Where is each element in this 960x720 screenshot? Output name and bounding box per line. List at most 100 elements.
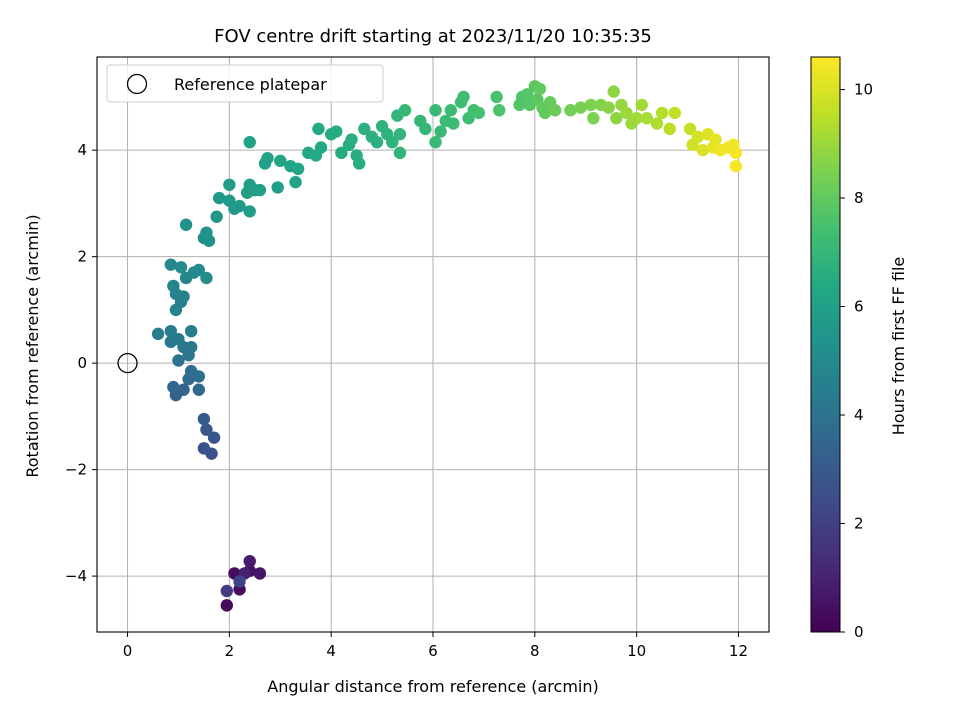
data-point [429,104,442,117]
data-point [184,364,198,378]
data-point [243,178,256,191]
data-point [393,146,407,160]
data-point [696,143,710,157]
data-point [200,271,213,285]
x-tick-label: 8 [530,642,540,660]
data-point [243,205,256,218]
data-point [434,125,447,138]
data-point [457,90,470,104]
data-point [663,122,676,136]
data-point [167,279,180,293]
data-point [640,112,654,125]
data-point [429,135,442,149]
colorbar-label: Hours from first FF file [889,257,908,436]
data-point [192,383,206,396]
data-point [167,380,180,394]
x-tick-label: 0 [123,642,133,660]
data-point [370,135,384,149]
data-point [490,90,503,104]
data-point [584,98,598,112]
legend-box [106,64,384,103]
data-point [197,412,211,426]
colorbar-tick-label: 0 [854,623,864,641]
data-point [151,327,165,341]
data-point [291,162,305,176]
data-point [492,104,506,117]
colorbar-tick-label: 10 [854,81,873,99]
data-point [538,106,552,120]
data-point [271,181,284,194]
data-point [602,101,615,114]
data-point [607,85,620,98]
data-point [683,122,697,136]
data-point [655,106,669,120]
data-point [330,125,343,138]
data-point [179,218,193,231]
data-point [184,340,198,354]
data-point [261,151,274,165]
colorbar-tick-label: 2 [854,515,864,533]
colorbar-tick-label: 4 [854,406,864,424]
legend-marker [126,73,148,95]
data-point [172,332,185,346]
y-tick-label: −2 [65,461,87,479]
x-tick-label: 4 [326,642,336,660]
data-point [630,112,643,125]
data-point [548,104,562,117]
data-point [243,554,256,568]
data-point [177,383,190,396]
data-point [289,175,302,189]
x-tick-label: 2 [225,642,235,660]
data-point [228,202,241,215]
y-tick-label: 4 [77,141,87,159]
data-point [197,442,211,455]
reference-marker [117,352,138,374]
data-point [164,258,178,271]
data-point [709,133,722,146]
data-point [164,324,178,338]
data-point [220,599,234,612]
data-point [444,104,458,117]
data-point [314,141,328,154]
colorbar-tick-label: 6 [854,298,864,316]
data-point [620,106,633,120]
data-point [192,263,206,277]
data-point [274,154,287,168]
data-point [691,130,704,144]
data-point [358,122,371,136]
data-point [393,127,407,141]
data-point [207,431,221,444]
y-axis-label: Rotation from reference (arcmin) [23,214,42,477]
chart-title: FOV centre drift starting at 2023/11/20 … [214,26,652,47]
data-point [352,157,366,170]
x-tick-label: 12 [729,642,748,660]
data-point [650,117,664,130]
data-point [335,146,348,160]
data-point [635,98,648,112]
data-point [200,423,213,436]
data-point [210,210,223,223]
data-point [253,183,267,197]
data-point [533,82,547,96]
data-point [212,191,226,205]
data-point [668,106,682,120]
y-tick-label: −4 [65,567,87,585]
x-tick-label: 6 [428,642,438,660]
data-point [574,101,587,114]
data-point [253,567,267,580]
colorbar-scale [810,56,841,633]
data-point [233,575,246,588]
plot-area: 0 2 4 6 8 10 12 −4 −2 0 2 4 Reference platepar [65,56,770,660]
colorbar: 0 2 4 6 8 10 [810,56,873,641]
data-point [200,226,213,239]
data-point [520,88,534,101]
data-point [419,122,432,136]
data-point [312,122,325,136]
legend-label: Reference platepar [174,75,327,94]
colorbar-tick-label: 8 [854,189,864,207]
y-tick-label: 0 [77,354,87,372]
data-point [729,159,743,173]
data-point [729,146,743,160]
data-point [220,584,234,598]
